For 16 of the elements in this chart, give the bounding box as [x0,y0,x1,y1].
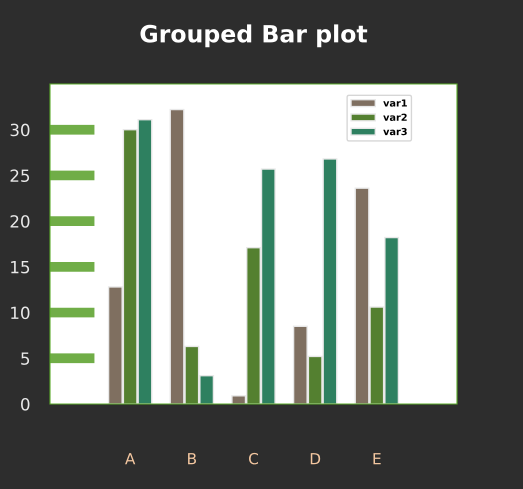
legend-label: var1 [383,99,407,107]
x-tick-label: E [374,453,381,464]
x-tick-label: A [125,453,136,464]
chart-title: Grouped Bar plot [140,24,368,48]
y-tick-label: 15 [11,261,30,274]
legend-label: var3 [383,128,407,136]
y-tick-label: 20 [10,215,30,228]
y-tick-label: 10 [11,306,30,320]
y-tick-label: 30 [10,124,30,136]
x-tick-label: B [188,453,196,464]
x-tick-label: C [249,452,258,464]
y-tick-label: 25 [10,169,30,182]
y-tick-label: 0 [21,398,30,411]
y-tick-label: 5 [21,352,30,365]
x-tick-label: D [310,453,320,464]
legend-label: var2 [383,114,407,121]
